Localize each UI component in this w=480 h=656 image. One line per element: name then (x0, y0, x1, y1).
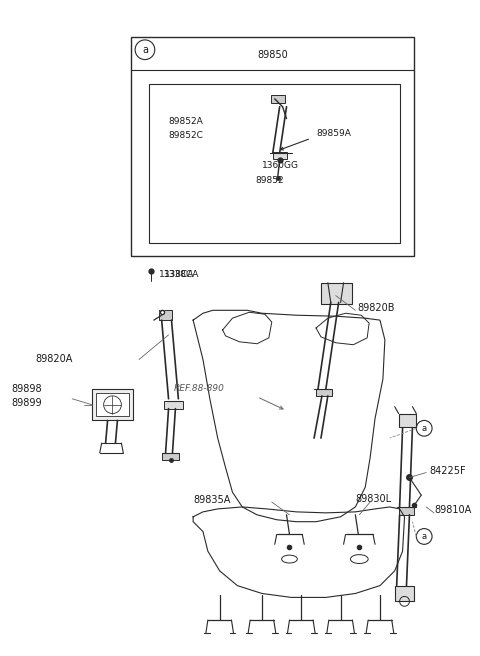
Text: 89820A: 89820A (36, 354, 73, 365)
Text: 89850: 89850 (257, 50, 288, 60)
Text: 84225F: 84225F (429, 466, 466, 476)
Text: 89820B: 89820B (357, 303, 395, 314)
Bar (398, 413, 416, 427)
Text: 1360GG: 1360GG (262, 161, 299, 171)
Text: 1338CA: 1338CA (159, 270, 194, 279)
Bar (395, 586, 414, 602)
Bar (96, 393, 129, 417)
Bar (273, 152, 287, 159)
Bar (271, 95, 285, 103)
Bar (398, 507, 414, 515)
Text: REF.88-890: REF.88-890 (173, 384, 224, 394)
Text: 89830L: 89830L (355, 494, 392, 504)
Text: 89835A: 89835A (193, 495, 230, 505)
Text: 89852: 89852 (255, 176, 284, 185)
Bar (316, 389, 332, 396)
Bar (149, 84, 400, 243)
Text: a: a (421, 532, 427, 541)
Bar (164, 401, 183, 409)
Bar (159, 310, 172, 320)
Text: 89859A: 89859A (316, 129, 351, 138)
Bar (92, 389, 133, 420)
Bar (131, 37, 414, 256)
Text: 1338CA: 1338CA (164, 270, 199, 279)
Text: 89810A: 89810A (434, 505, 471, 515)
Text: 89899: 89899 (11, 398, 42, 408)
Text: a: a (142, 45, 148, 54)
Text: a: a (421, 424, 427, 433)
Ellipse shape (282, 555, 297, 563)
Bar (321, 283, 352, 304)
Text: 89852C: 89852C (168, 131, 204, 140)
Text: 89898: 89898 (11, 384, 42, 394)
Text: 89852A: 89852A (168, 117, 204, 126)
Bar (162, 453, 180, 460)
Ellipse shape (350, 554, 368, 564)
